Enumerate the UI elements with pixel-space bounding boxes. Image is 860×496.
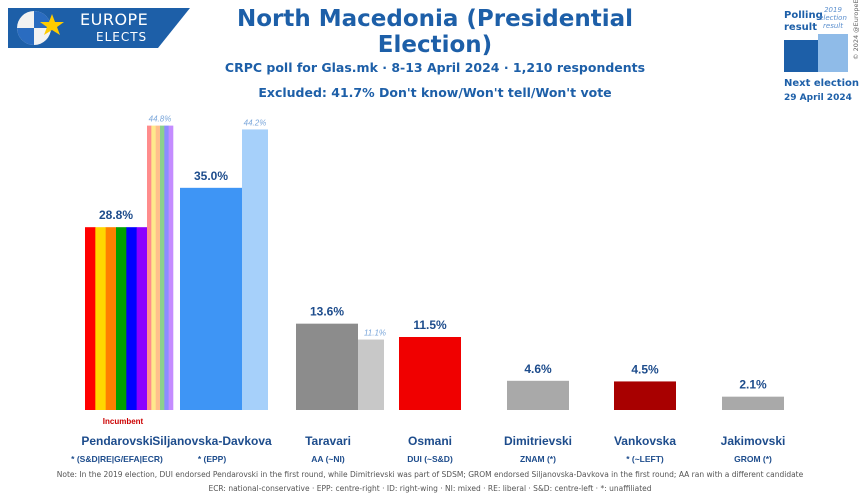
bar-value-label: 2.1% <box>739 378 767 392</box>
candidate-name: Osmani <box>408 434 452 448</box>
excluded-subtitle: Excluded: 41.7% Don't know/Won't tell/Wo… <box>258 85 612 100</box>
bar-value-label: 13.6% <box>310 305 344 319</box>
poll-subtitle: CRPC poll for Glas.mk · 8-13 April 2024 … <box>224 60 646 75</box>
candidate-name: Dimitrievski <box>504 434 572 448</box>
prev-bar-stripe <box>160 125 165 410</box>
prev-bar-stripe <box>164 125 169 410</box>
bar-stripe <box>136 227 148 410</box>
next-election-date: 29 April 2024 <box>784 93 852 103</box>
prev-value-label: 44.2% <box>244 118 267 127</box>
bar-stripe <box>95 227 106 410</box>
prev-bar-stripe <box>147 125 152 410</box>
logo-text-europe: EUROPE <box>80 10 149 29</box>
candidate-name: Siljanovska-Davkova <box>152 434 272 448</box>
candidate-party: ZNAM (*) <box>520 454 556 464</box>
bar-value-label: 11.5% <box>413 318 447 332</box>
bar <box>614 381 676 410</box>
prev-bar <box>242 129 268 410</box>
bar-value-label: 35.0% <box>194 169 228 183</box>
next-election-label: Next election: <box>784 78 860 89</box>
candidate-party: * (S&D|RE|G/EFA|ECR) <box>71 454 163 464</box>
copyright-text: © 2024 @EuropeElects <box>852 0 860 60</box>
europe-elects-logo <box>8 8 190 48</box>
legend: Polling result 2019 election result Next… <box>770 4 860 114</box>
prev-bar-stripe <box>168 125 174 410</box>
bar <box>722 396 784 410</box>
candidate-party: GROM (*) <box>734 454 772 464</box>
bar-value-label: 28.8% <box>99 208 133 222</box>
prev-value-label: 44.8% <box>149 115 172 124</box>
candidate-name: Pendarovski <box>81 434 152 448</box>
legend-swatch-election <box>818 34 848 72</box>
candidate-name: Taravari <box>305 434 351 448</box>
bar-stripe <box>116 227 127 410</box>
bar-stripe <box>85 227 96 410</box>
candidate-party: * (EPP) <box>198 454 227 464</box>
candidate-party: DUI (~S&D) <box>407 454 453 464</box>
prev-value-label: 11.1% <box>364 329 386 338</box>
candidate-party: AA (~NI) <box>311 454 345 464</box>
legend-label-election: 2019 election result <box>819 6 847 30</box>
legend-swatch-polling <box>784 40 818 72</box>
bar <box>399 337 461 410</box>
bar <box>507 380 569 410</box>
prev-bar-stripe <box>155 125 161 410</box>
legend-label-polling: Polling result <box>784 10 823 33</box>
bar-stripe <box>126 227 137 410</box>
prev-bar <box>358 339 384 410</box>
bar <box>296 323 358 410</box>
footnote-line1: Note: In the 2019 election, DUI endorsed… <box>56 470 804 479</box>
footnote-line2: ECR: national-conservative · EPP: centre… <box>208 484 652 493</box>
candidate-party: * (~LEFT) <box>626 454 664 464</box>
bar-value-label: 4.6% <box>524 362 552 376</box>
candidate-name: Jakimovski <box>721 434 786 448</box>
prev-bar-stripe <box>151 125 156 410</box>
bar-value-label: 4.5% <box>631 362 659 376</box>
logo-text-elects: ELECTS <box>96 30 148 44</box>
bar <box>180 187 242 410</box>
bar-stripe <box>105 227 117 410</box>
chart-title: North Macedonia (Presidential Election) <box>236 6 634 58</box>
candidate-name: Vankovska <box>614 434 676 448</box>
incumbent-label: Incumbent <box>103 417 144 426</box>
